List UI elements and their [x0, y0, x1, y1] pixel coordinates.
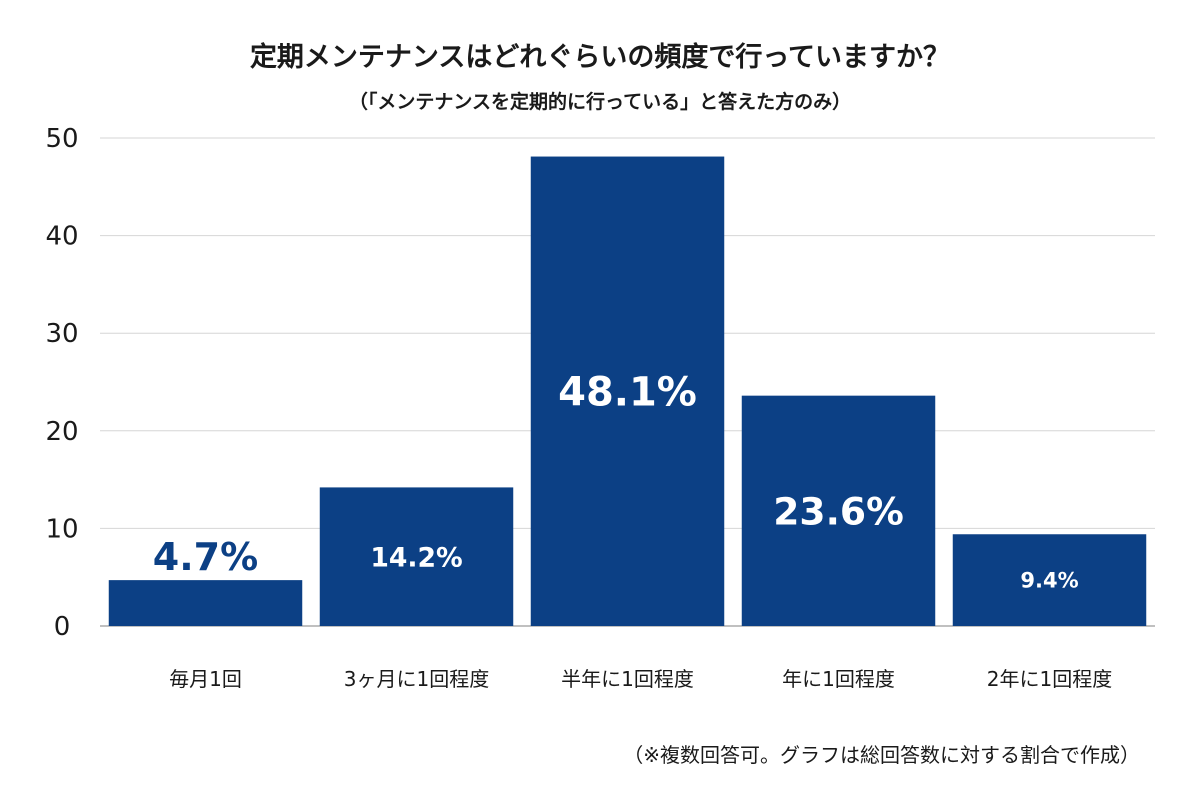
footnote: （※複数回答可。グラフは総回答数に対する割合で作成） — [623, 743, 1140, 767]
y-tick-label: 10 — [45, 514, 78, 544]
bar — [319, 487, 514, 626]
data-label: 4.7% — [153, 535, 258, 579]
data-label: 48.1% — [558, 370, 697, 416]
y-tick-label: 0 — [54, 612, 71, 642]
x-tick-label: 3ヶ月に1回程度 — [344, 667, 489, 691]
x-tick-label: 2年に1回程度 — [987, 667, 1112, 691]
x-tick-label: 毎月1回 — [169, 667, 242, 691]
x-tick-label: 半年に1回程度 — [561, 667, 694, 691]
y-tick-label: 50 — [45, 124, 78, 154]
x-axis: 毎月1回 3ヶ月に1回程度 半年に1回程度 年に1回程度 2年に1回程度 — [169, 667, 1112, 691]
x-tick-label: 年に1回程度 — [782, 667, 895, 691]
chart-title: 定期メンテナンスはどれぐらいの頻度で行っていますか？ — [250, 41, 950, 73]
chart-subtitle: （「メンテナンスを定期的に行っている」と答えた方のみ） — [349, 90, 851, 113]
bar — [741, 395, 936, 626]
y-tick-label: 40 — [45, 222, 78, 252]
bar — [530, 156, 725, 626]
data-label: 9.4% — [1020, 569, 1078, 593]
y-tick-label: 30 — [45, 319, 78, 349]
bars: 4.7% 14.2% 48.1% 23.6% 9.4% — [108, 156, 1147, 626]
data-label: 14.2% — [370, 542, 462, 573]
bar — [108, 580, 303, 626]
y-axis: 0 10 20 30 40 50 — [45, 124, 78, 642]
y-tick-label: 20 — [45, 417, 78, 447]
bar — [952, 534, 1147, 626]
data-label: 23.6% — [773, 489, 904, 533]
